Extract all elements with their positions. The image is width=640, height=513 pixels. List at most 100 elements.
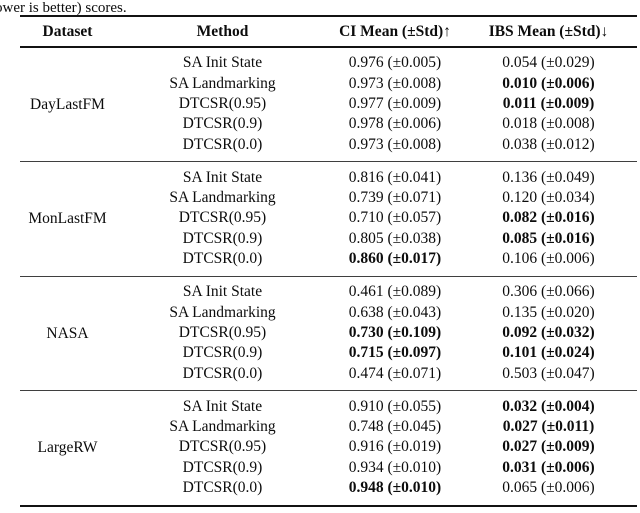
method-cell: SA Landmarking: [169, 189, 276, 207]
ibs-value-cell: 0.011 (±0.009): [502, 94, 595, 112]
table-row: DTCSR(0.9) 0.715 (±0.097) 0.101 (±0.024): [20, 343, 637, 363]
ibs-value-cell: 0.065 (±0.006): [502, 479, 595, 497]
header-method: Method: [115, 16, 330, 48]
ci-value-cell: 0.474 (±0.071): [348, 364, 442, 382]
table-row: MonLastFM SA Init State 0.816 (±0.041) 0…: [20, 162, 637, 227]
ci-value-cell: 0.730 (±0.109): [348, 323, 442, 341]
method-cell: DTCSR(0.0): [182, 479, 263, 497]
method-cell: SA Landmarking: [169, 418, 276, 436]
header-ci-label: CI Mean (±Std): [339, 22, 444, 40]
table-row: DTCSR(0.95) 0.916 (±0.019) 0.027 (±0.009…: [20, 437, 637, 457]
table-row: DTCSR(0.95) 0.710 (±0.057) 0.082 (±0.016…: [20, 208, 637, 228]
table-row: DayLastFM SA Init State 0.976 (±0.005) 0…: [20, 47, 637, 112]
table-row: DTCSR(0.95) 0.730 (±0.109) 0.092 (±0.032…: [20, 323, 637, 343]
ibs-value-cell: 0.135 (±0.020): [502, 303, 595, 321]
ibs-value-cell: 0.503 (±0.047): [502, 364, 595, 382]
dataset-group-monlastfm: MonLastFM SA Init State 0.816 (±0.041) 0…: [20, 161, 637, 277]
table-row: SA Landmarking 0.739 (±0.071) 0.120 (±0.…: [20, 188, 637, 208]
ci-value-cell: 0.973 (±0.008): [348, 135, 442, 153]
dataset-label: NASA: [46, 324, 89, 342]
method-cell: SA Landmarking: [169, 303, 276, 321]
method-cell: DTCSR(0.95): [178, 438, 267, 456]
dataset-label: LargeRW: [37, 439, 98, 457]
ibs-value-cell: 0.092 (±0.032): [502, 323, 595, 341]
ibs-value-cell: 0.136 (±0.049): [502, 168, 595, 186]
ci-value-cell: 0.973 (±0.008): [348, 74, 442, 92]
ibs-value-cell: 0.018 (±0.008): [502, 115, 595, 133]
method-cell: DTCSR(0.0): [182, 135, 263, 153]
ci-value-cell: 0.860 (±0.017): [348, 250, 442, 268]
table-row: DTCSR(0.9) 0.805 (±0.038) 0.085 (±0.016): [20, 228, 637, 248]
method-cell: DTCSR(0.95): [178, 209, 267, 227]
header-method-label: Method: [196, 22, 249, 40]
method-cell: DTCSR(0.95): [178, 94, 267, 112]
ibs-value-cell: 0.027 (±0.009): [502, 438, 595, 456]
ci-value-cell: 0.910 (±0.055): [348, 397, 442, 415]
ci-value-cell: 0.748 (±0.045): [348, 418, 442, 436]
dataset-label: DayLastFM: [30, 95, 105, 113]
up-arrow-icon: ↑: [443, 22, 451, 40]
ci-value-cell: 0.977 (±0.009): [348, 94, 442, 112]
header-dataset-label: Dataset: [42, 22, 93, 40]
method-cell: SA Init State: [182, 168, 263, 186]
header-ibs-mean: IBS Mean (±Std)↓: [460, 16, 637, 48]
dataset-group-nasa: NASA SA Init State 0.461 (±0.089) 0.306 …: [20, 276, 637, 390]
ci-value-cell: 0.715 (±0.097): [348, 344, 442, 362]
header-ibs-label: IBS Mean (±Std): [488, 22, 601, 40]
ibs-value-cell: 0.027 (±0.011): [502, 418, 595, 436]
table-row: DTCSR(0.95) 0.977 (±0.009) 0.011 (±0.009…: [20, 94, 637, 114]
table-row: DTCSR(0.0) 0.860 (±0.017) 0.106 (±0.006): [20, 249, 637, 277]
method-cell: DTCSR(0.9): [182, 229, 263, 247]
table-row: DTCSR(0.0) 0.474 (±0.071) 0.503 (±0.047): [20, 363, 637, 391]
table-row: DTCSR(0.9) 0.978 (±0.006) 0.018 (±0.008): [20, 114, 637, 134]
header-row: Dataset Method CI Mean (±Std)↑ IBS Mean …: [20, 16, 637, 48]
ci-value-cell: 0.934 (±0.010): [348, 458, 442, 476]
ci-value-cell: 0.916 (±0.019): [348, 438, 442, 456]
method-cell: DTCSR(0.9): [182, 344, 263, 362]
ci-value-cell: 0.638 (±0.043): [348, 303, 442, 321]
down-arrow-icon: ↓: [600, 22, 609, 40]
header-ci-mean: CI Mean (±Std)↑: [330, 16, 460, 48]
method-cell: DTCSR(0.0): [182, 364, 263, 382]
ci-value-cell: 0.816 (±0.041): [348, 168, 442, 186]
method-cell: DTCSR(0.95): [178, 323, 267, 341]
ci-value-cell: 0.739 (±0.071): [348, 189, 442, 207]
table-row: LargeRW SA Init State 0.910 (±0.055) 0.0…: [20, 391, 637, 456]
table-row: SA Landmarking 0.638 (±0.043) 0.135 (±0.…: [20, 302, 637, 322]
ibs-value-cell: 0.032 (±0.004): [502, 397, 595, 415]
ibs-value-cell: 0.031 (±0.006): [502, 458, 595, 476]
method-cell: SA Init State: [182, 54, 263, 72]
ci-value-cell: 0.805 (±0.038): [348, 229, 442, 247]
ci-value-cell: 0.948 (±0.010): [348, 479, 442, 497]
ci-value-cell: 0.710 (±0.057): [348, 209, 442, 227]
ci-value-cell: 0.976 (±0.005): [348, 54, 442, 72]
ibs-value-cell: 0.054 (±0.029): [502, 54, 595, 72]
ibs-value-cell: 0.038 (±0.012): [502, 135, 595, 153]
method-cell: DTCSR(0.9): [182, 115, 263, 133]
table-header: Dataset Method CI Mean (±Std)↑ IBS Mean …: [20, 16, 637, 48]
method-cell: SA Init State: [182, 283, 263, 301]
dataset-group-largerw: LargeRW SA Init State 0.910 (±0.055) 0.0…: [20, 390, 637, 506]
table-row: SA Landmarking 0.748 (±0.045) 0.027 (±0.…: [20, 417, 637, 437]
table-row: SA Landmarking 0.973 (±0.008) 0.010 (±0.…: [20, 73, 637, 93]
ibs-value-cell: 0.106 (±0.006): [502, 250, 595, 268]
method-cell: SA Init State: [182, 397, 263, 415]
method-cell: DTCSR(0.9): [182, 458, 263, 476]
method-cell: DTCSR(0.0): [182, 250, 263, 268]
ibs-value-cell: 0.101 (±0.024): [502, 344, 595, 362]
table-row: DTCSR(0.0) 0.973 (±0.008) 0.038 (±0.012): [20, 134, 637, 162]
ibs-value-cell: 0.085 (±0.016): [502, 229, 595, 247]
dataset-group-daylastfm: DayLastFM SA Init State 0.976 (±0.005) 0…: [20, 47, 637, 162]
caption-text: ower is better) scores.: [0, 0, 127, 15]
ci-value-cell: 0.978 (±0.006): [348, 115, 442, 133]
table-row: DTCSR(0.0) 0.948 (±0.010) 0.065 (±0.006): [20, 478, 637, 506]
method-cell: SA Landmarking: [169, 74, 276, 92]
dataset-label: MonLastFM: [28, 210, 107, 228]
results-table: Dataset Method CI Mean (±Std)↑ IBS Mean …: [20, 15, 637, 507]
header-dataset: Dataset: [20, 16, 115, 48]
ibs-value-cell: 0.082 (±0.016): [502, 209, 595, 227]
ci-value-cell: 0.461 (±0.089): [348, 283, 442, 301]
table-row: NASA SA Init State 0.461 (±0.089) 0.306 …: [20, 276, 637, 341]
ibs-value-cell: 0.306 (±0.066): [502, 283, 595, 301]
table-row: DTCSR(0.9) 0.934 (±0.010) 0.031 (±0.006): [20, 457, 637, 477]
